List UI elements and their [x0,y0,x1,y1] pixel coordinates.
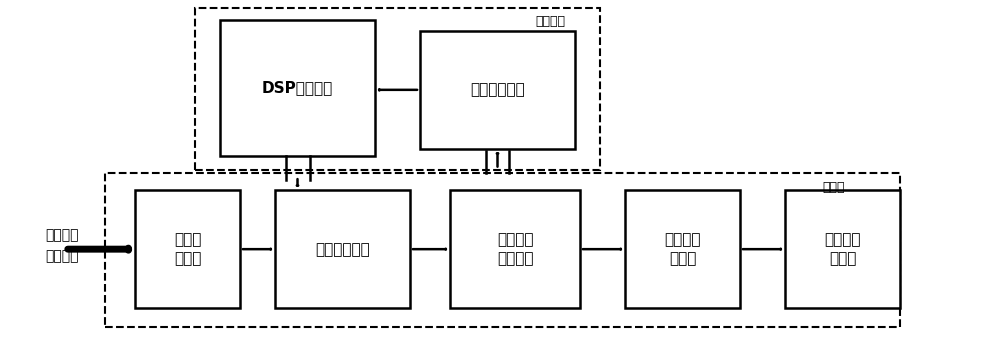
Text: 整流滤
波模块: 整流滤 波模块 [174,232,201,266]
Bar [450,190,580,308]
Bar [625,190,740,308]
Text: 等离子体
发生器: 等离子体 发生器 [824,232,861,266]
Bar [195,8,600,170]
Text: 中频变压
器模块: 中频变压 器模块 [664,232,701,266]
Text: 全桥逆变模块: 全桥逆变模块 [315,242,370,257]
Text: 主电路: 主电路 [822,181,845,194]
Text: DSP控制模块: DSP控制模块 [262,81,333,96]
Bar [105,173,900,327]
Bar [785,190,900,308]
Text: 原边谐振
电感模块: 原边谐振 电感模块 [497,232,533,266]
Bar [275,190,410,308]
Bar [220,20,375,156]
Bar [420,31,575,149]
Text: 三相交流: 三相交流 [45,228,79,243]
Text: 信号检测模块: 信号检测模块 [470,82,525,97]
Text: 控制电路: 控制电路 [535,15,565,28]
Bar [135,190,240,308]
Text: 输入电源: 输入电源 [45,249,79,263]
